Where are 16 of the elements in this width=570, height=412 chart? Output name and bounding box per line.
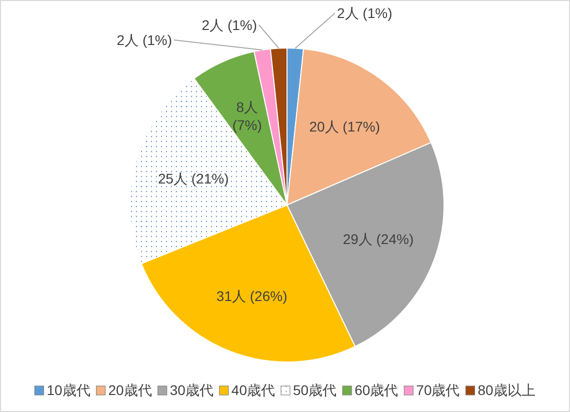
legend-label: 50歳代 <box>293 382 337 398</box>
legend-label: 40歳代 <box>231 382 275 398</box>
legend-label: 60歳代 <box>354 382 398 398</box>
legend-label: 10歳代 <box>46 382 90 398</box>
legend-label: 20歳代 <box>108 382 152 398</box>
legend-label: 70歳代 <box>416 382 460 398</box>
legend-label: 30歳代 <box>170 382 214 398</box>
data-label: 2人 (1%) <box>116 32 172 48</box>
data-label: 8人 (7%) <box>232 99 262 134</box>
data-label: 2人 (1%) <box>337 5 392 21</box>
data-label: 29人 (24%) <box>342 230 414 247</box>
legend-label: 80歳以上 <box>478 382 536 398</box>
data-label: 20人 (17%) <box>309 118 380 135</box>
data-label: 2人 (1%) <box>202 17 257 33</box>
data-label: 31人 (26%) <box>216 288 288 304</box>
data-label: 25人 (21%) <box>158 170 229 186</box>
